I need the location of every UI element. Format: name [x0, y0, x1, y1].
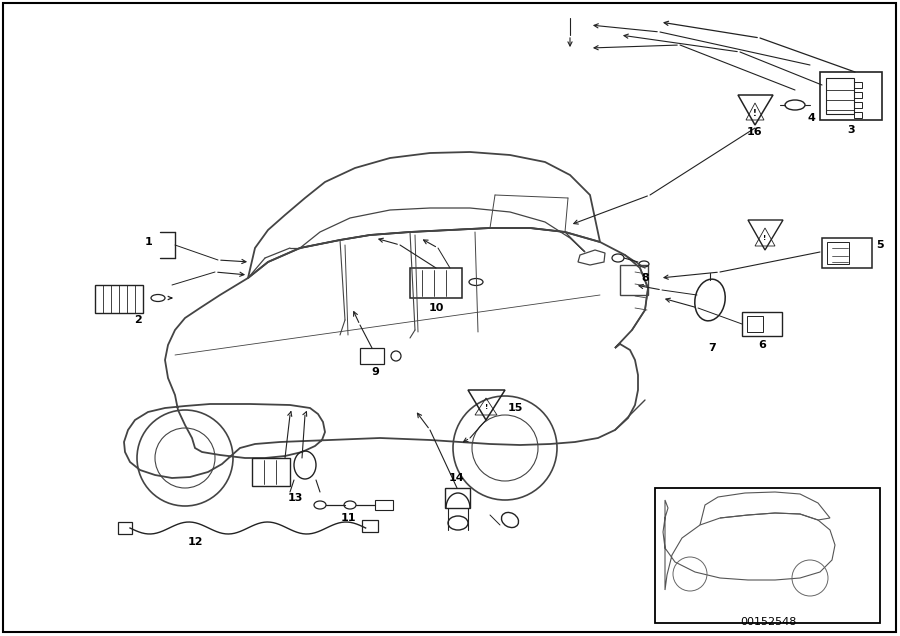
- Text: 13: 13: [287, 493, 302, 503]
- Text: 1: 1: [144, 237, 152, 247]
- Text: 12: 12: [187, 537, 202, 547]
- Bar: [118, 522, 132, 534]
- Text: 00152548: 00152548: [740, 617, 796, 627]
- Bar: [854, 92, 862, 98]
- Bar: [95, 285, 143, 313]
- Text: !: !: [763, 235, 767, 241]
- Text: 10: 10: [428, 303, 444, 313]
- Bar: [820, 72, 882, 120]
- Bar: [620, 265, 648, 295]
- Text: 8: 8: [641, 273, 649, 283]
- Bar: [410, 268, 462, 298]
- Text: 6: 6: [758, 340, 766, 350]
- Bar: [360, 348, 384, 364]
- Text: 14: 14: [449, 473, 464, 483]
- Bar: [822, 238, 872, 268]
- Bar: [362, 520, 378, 532]
- Text: 4: 4: [808, 113, 816, 123]
- Text: 7: 7: [708, 343, 716, 353]
- Bar: [854, 102, 862, 108]
- Bar: [854, 82, 862, 88]
- Bar: [252, 458, 290, 486]
- Bar: [854, 112, 862, 118]
- Text: 16: 16: [747, 127, 763, 137]
- Bar: [827, 242, 849, 264]
- Text: 2: 2: [134, 315, 142, 325]
- Text: 5: 5: [876, 240, 884, 250]
- Text: 15: 15: [508, 403, 523, 413]
- Text: !: !: [753, 109, 757, 118]
- Bar: [742, 312, 782, 336]
- Bar: [445, 488, 470, 508]
- Text: !: !: [485, 404, 489, 410]
- Text: 9: 9: [371, 367, 379, 377]
- Text: 3: 3: [847, 125, 855, 135]
- Bar: [747, 316, 763, 332]
- Bar: [655, 488, 880, 623]
- Text: 11: 11: [340, 513, 356, 523]
- Bar: [375, 500, 393, 510]
- Bar: [826, 78, 854, 114]
